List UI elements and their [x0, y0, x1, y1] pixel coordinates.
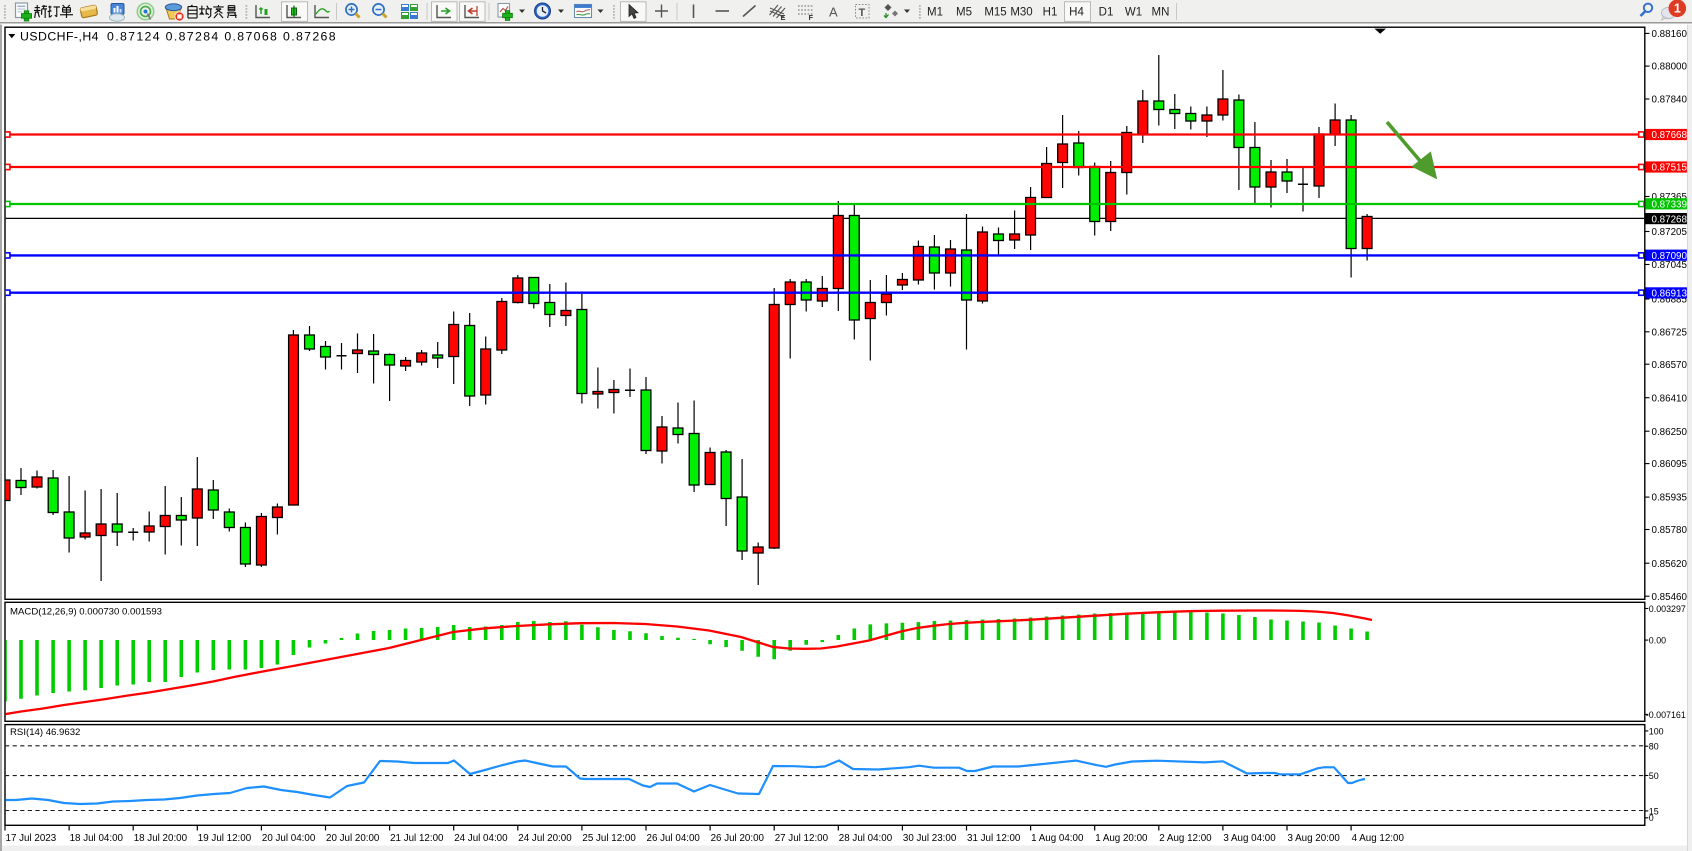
svg-text:0: 0	[1649, 813, 1654, 823]
svg-text:0.87090: 0.87090	[1652, 251, 1688, 262]
svg-text:28 Jul 04:00: 28 Jul 04:00	[839, 833, 893, 844]
svg-text:0.87205: 0.87205	[1652, 227, 1688, 238]
svg-text:1: 1	[1674, 2, 1681, 16]
svg-text:A: A	[829, 5, 838, 20]
svg-text:0.88000: 0.88000	[1652, 62, 1688, 73]
svg-text:19 Jul 12:00: 19 Jul 12:00	[198, 833, 252, 844]
svg-text:31 Jul 12:00: 31 Jul 12:00	[967, 833, 1021, 844]
svg-text:0.85780: 0.85780	[1652, 525, 1688, 536]
svg-text:M30: M30	[1010, 7, 1032, 19]
svg-text:18 Jul 20:00: 18 Jul 20:00	[134, 833, 188, 844]
svg-text:100: 100	[1649, 726, 1664, 736]
svg-text:3 Aug 04:00: 3 Aug 04:00	[1223, 833, 1276, 844]
svg-text:RSI(14) 46.9632: RSI(14) 46.9632	[10, 727, 80, 738]
svg-text:0.003297: 0.003297	[1649, 604, 1686, 614]
svg-text:0.87840: 0.87840	[1652, 95, 1688, 106]
svg-text:4 Aug 12:00: 4 Aug 12:00	[1352, 833, 1405, 844]
svg-text:24 Jul 04:00: 24 Jul 04:00	[454, 833, 508, 844]
svg-text:0.85460: 0.85460	[1652, 592, 1688, 603]
svg-text:1 Aug 20:00: 1 Aug 20:00	[1095, 833, 1148, 844]
svg-text:0.86725: 0.86725	[1652, 327, 1688, 338]
svg-text:0.87339: 0.87339	[1652, 200, 1687, 211]
svg-text:M5: M5	[956, 7, 972, 19]
svg-text:3 Aug 20:00: 3 Aug 20:00	[1288, 833, 1341, 844]
svg-text:21 Jul 12:00: 21 Jul 12:00	[390, 833, 444, 844]
svg-text:25 Jul 12:00: 25 Jul 12:00	[582, 833, 636, 844]
svg-text:30 Jul 23:00: 30 Jul 23:00	[903, 833, 957, 844]
svg-text:0.86885: 0.86885	[1652, 295, 1688, 306]
svg-text:M15: M15	[984, 7, 1006, 19]
svg-text:0.00: 0.00	[1649, 636, 1666, 646]
svg-text:27 Jul 12:00: 27 Jul 12:00	[775, 833, 829, 844]
svg-text:20 Jul 04:00: 20 Jul 04:00	[262, 833, 316, 844]
svg-text:0.86570: 0.86570	[1652, 360, 1688, 371]
svg-text:0.85620: 0.85620	[1652, 559, 1688, 570]
svg-text:W1: W1	[1125, 7, 1142, 19]
svg-text:H4: H4	[1069, 7, 1084, 19]
svg-text:0.87515: 0.87515	[1652, 163, 1688, 174]
svg-text:0.87124 0.87284 0.87068 0.8726: 0.87124 0.87284 0.87068 0.87268	[107, 29, 337, 43]
svg-text:USDCHF-,H4: USDCHF-,H4	[20, 29, 99, 43]
svg-text:MN: MN	[1152, 7, 1170, 19]
svg-text:0.86410: 0.86410	[1652, 393, 1688, 404]
svg-text:80: 80	[1649, 742, 1659, 752]
svg-text:0.87668: 0.87668	[1652, 130, 1688, 141]
svg-text:17 Jul 2023: 17 Jul 2023	[6, 833, 57, 844]
svg-text:0.87365: 0.87365	[1652, 192, 1688, 203]
svg-text:0.88160: 0.88160	[1652, 29, 1688, 40]
svg-text:24 Jul 20:00: 24 Jul 20:00	[518, 833, 572, 844]
svg-text:0.86095: 0.86095	[1652, 459, 1688, 470]
svg-text:M1: M1	[927, 7, 943, 19]
svg-text:H1: H1	[1043, 7, 1058, 19]
svg-text:-0.007161: -0.007161	[1646, 710, 1686, 720]
svg-text:0.87268: 0.87268	[1652, 214, 1688, 225]
svg-text:20 Jul 20:00: 20 Jul 20:00	[326, 833, 380, 844]
svg-text:50: 50	[1649, 771, 1659, 781]
svg-text:15: 15	[1649, 806, 1659, 816]
svg-text:18 Jul 04:00: 18 Jul 04:00	[70, 833, 124, 844]
svg-text:0.87045: 0.87045	[1652, 260, 1688, 271]
svg-text:T: T	[859, 7, 866, 19]
svg-text:26 Jul 20:00: 26 Jul 20:00	[711, 833, 765, 844]
svg-text:E: E	[781, 13, 786, 22]
svg-text:0.86250: 0.86250	[1652, 427, 1688, 438]
svg-text:1 Aug 04:00: 1 Aug 04:00	[1031, 833, 1084, 844]
svg-text:0.86913: 0.86913	[1652, 289, 1688, 300]
svg-text:0.85935: 0.85935	[1652, 493, 1688, 504]
svg-text:D1: D1	[1099, 7, 1114, 19]
svg-text:26 Jul 04:00: 26 Jul 04:00	[647, 833, 701, 844]
svg-text:F: F	[809, 13, 814, 22]
svg-text:2 Aug 12:00: 2 Aug 12:00	[1159, 833, 1212, 844]
svg-text:MACD(12,26,9) 0.000730 0.00159: MACD(12,26,9) 0.000730 0.001593	[10, 606, 162, 617]
